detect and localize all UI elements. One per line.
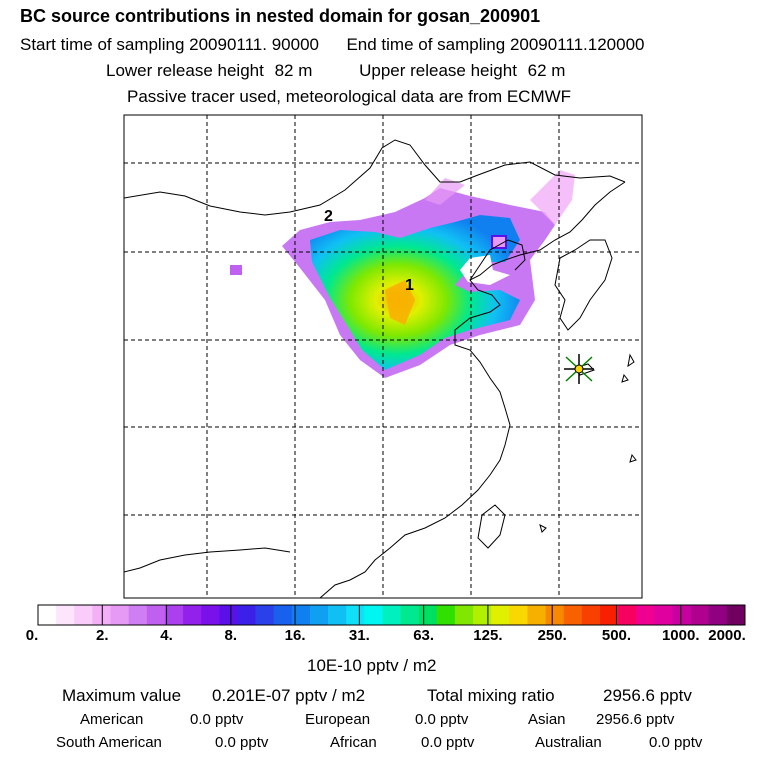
colorbar-swatch — [418, 605, 438, 625]
colorbar-swatch — [563, 605, 583, 625]
african-value: 0.0 pptv — [421, 734, 475, 751]
sampling-time-line: Start time of sampling 20090111. 90000 E… — [20, 35, 645, 55]
colorbar-tick-label: 8. — [224, 627, 238, 644]
lower-release-value: 82 m — [274, 61, 313, 80]
colorbar-tick-label: 2000. — [708, 627, 746, 644]
colorbar-swatch — [237, 605, 256, 625]
total-mixing-label: Total mixing ratio — [427, 686, 555, 705]
plume-core — [310, 215, 520, 370]
max-value: 0.201E-07 pptv / m2 — [212, 686, 366, 705]
colorbar-swatch — [146, 605, 166, 625]
colorbar-swatch — [183, 605, 202, 625]
colorbar-swatch — [545, 605, 565, 625]
upper-release-label: Upper release height — [359, 61, 517, 80]
release-height-line: Lower release height 82 m Upper release … — [106, 61, 565, 81]
point-label-2: 2 — [324, 208, 333, 225]
colorbar-swatch — [726, 605, 746, 625]
colorbar-swatch — [672, 605, 691, 625]
colorbar-swatch — [581, 605, 601, 625]
american-value: 0.0 pptv — [190, 711, 244, 728]
colorbar-swatch — [74, 605, 93, 625]
colorbar-tick-label: 31. — [348, 627, 370, 644]
max-value-label: Maximum value — [62, 686, 182, 705]
end-time-value: 20090111.120000 — [509, 35, 645, 54]
colorbar — [37, 604, 746, 626]
tracer-note: Passive tracer used, meteorological data… — [127, 87, 572, 106]
asian-value: 2956.6 pptv — [596, 711, 675, 728]
asian-label: Asian — [528, 711, 566, 728]
plume-speck — [230, 265, 242, 275]
colorbar-swatch — [509, 605, 528, 625]
colorbar-tick-label: 0. — [25, 627, 39, 644]
point-label-1: 1 — [405, 277, 414, 294]
map-frame — [123, 114, 643, 599]
colorbar-swatch — [164, 605, 184, 625]
colorbar-tick-label: 4. — [160, 627, 173, 644]
colorbar-swatch — [219, 605, 238, 625]
plume-hole — [460, 255, 510, 285]
colorbar-swatch — [38, 605, 57, 625]
plume-light-fringe — [530, 170, 575, 225]
colorbar-swatch — [346, 605, 365, 625]
colorbar-swatch — [128, 605, 148, 625]
colorbar-swatch — [599, 605, 619, 625]
colorbar-swatch — [473, 605, 492, 625]
colorbar-swatch — [454, 605, 474, 625]
colorbar-swatch — [201, 605, 220, 625]
colorbar-tick-label: 2. — [96, 627, 109, 644]
colorbar-tick-label: 63. — [413, 627, 435, 644]
colorbar-swatch — [636, 605, 655, 625]
colorbar-swatch — [400, 605, 419, 625]
colorbar-tick-label: 250. — [537, 627, 567, 644]
colorbar-swatch — [436, 605, 456, 625]
colorbar-swatch — [56, 605, 75, 625]
plume-hole-small — [491, 235, 507, 249]
colorbar-swatch — [110, 605, 129, 625]
colorbar-swatch — [364, 605, 383, 625]
colorbar-tick-label: 16. — [284, 627, 306, 644]
colorbar-swatch — [255, 605, 274, 625]
start-time-label: Start time of sampling — [20, 35, 185, 54]
european-value: 0.0 pptv — [415, 711, 469, 728]
colorbar-tick-label: 1000. — [661, 627, 700, 644]
start-time-value: 20090111. 90000 — [189, 35, 319, 54]
plot-title: BC source contributions in nested domain… — [20, 6, 541, 26]
plume-peak — [385, 280, 415, 325]
colorbar-swatch — [273, 605, 293, 625]
colorbar-swatch — [328, 605, 347, 625]
total-mixing-value: 2956.6 pptv — [603, 686, 692, 705]
colorbar-swatch — [708, 605, 728, 625]
colorbar-swatch — [654, 605, 673, 625]
australian-label: Australian — [535, 734, 602, 751]
south-american-label: South American — [56, 734, 162, 751]
colorbar-swatch — [382, 605, 401, 625]
colorbar-tick-label: 500. — [601, 627, 632, 644]
colorbar-tick-marks — [37, 605, 746, 625]
colorbar-swatch — [92, 605, 111, 625]
end-time-label: End time of sampling — [346, 35, 506, 54]
australian-value: 0.0 pptv — [649, 734, 703, 751]
colorbar-swatch — [309, 605, 329, 625]
colorbar-swatch — [527, 605, 546, 625]
colorbar-swatch — [491, 605, 510, 625]
colorbar-swatch — [690, 605, 710, 625]
american-label: American — [80, 711, 144, 728]
coastlines — [124, 139, 637, 598]
colorbar-tick-label: 125. — [473, 627, 503, 644]
colorbar-unit: 10E-10 pptv / m2 — [307, 656, 437, 675]
colorbar-swatch — [618, 605, 637, 625]
plume-light-fringe-2 — [425, 178, 465, 205]
south-american-value: 0.0 pptv — [215, 734, 269, 751]
upper-release-value: 62 m — [527, 61, 566, 80]
colorbar-swatch — [291, 605, 311, 625]
african-label: African — [330, 734, 377, 751]
european-label: European — [305, 711, 371, 728]
graticule — [124, 115, 642, 598]
star-marker-icon — [564, 354, 594, 384]
map-area — [124, 115, 642, 598]
lower-release-label: Lower release height — [106, 61, 264, 80]
